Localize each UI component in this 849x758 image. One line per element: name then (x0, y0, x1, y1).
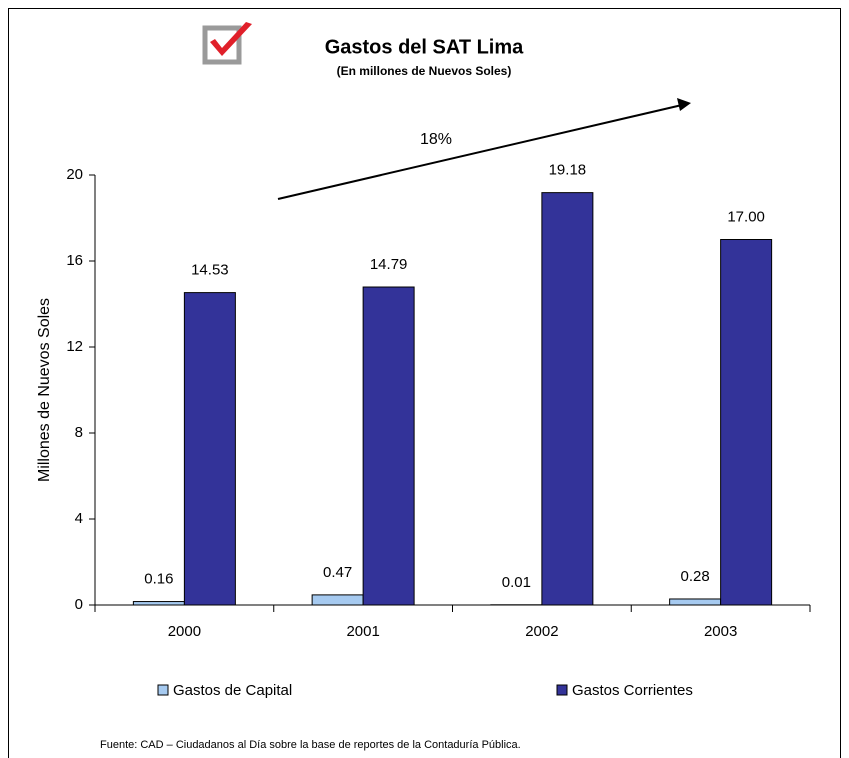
frame (8, 8, 841, 758)
value-label: 0.01 (502, 574, 531, 591)
y-axis-label: Millones de Nuevos Soles (36, 298, 53, 482)
y-tick-label: 8 (75, 424, 83, 441)
bar (183, 292, 236, 606)
value-label: 14.79 (370, 256, 408, 273)
annotation: 18% (420, 131, 452, 148)
bar (669, 598, 722, 606)
y-tick-label: 16 (66, 252, 83, 269)
x-tick-label: 2000 (168, 623, 201, 640)
chart-subtitle: (En millones de Nuevos Soles) (337, 64, 512, 78)
y-tick-label: 0 (75, 596, 83, 613)
chart-title: Gastos del SAT Lima (325, 36, 524, 58)
bar (132, 601, 185, 606)
source-note: Fuente: CAD – Ciudadanos al Día sobre la… (100, 739, 521, 751)
bar (720, 239, 773, 606)
value-label: 17.00 (727, 208, 765, 225)
value-label: 14.53 (191, 262, 229, 279)
y-tick-label: 12 (66, 338, 83, 355)
legend-label: Gastos Corrientes (572, 682, 693, 699)
check-icon (202, 22, 252, 65)
x-tick-label: 2001 (346, 623, 379, 640)
legend-label: Gastos de Capital (173, 682, 292, 699)
y-tick-label: 20 (66, 166, 83, 183)
x-tick-label: 2003 (704, 623, 737, 640)
trend-arrow (277, 98, 691, 200)
legend-swatch (556, 684, 568, 696)
value-label: 19.18 (549, 162, 587, 179)
legend-swatch (157, 684, 169, 696)
value-label: 0.16 (144, 571, 173, 588)
bar (362, 286, 415, 606)
y-tick-label: 4 (75, 510, 83, 527)
bar (311, 594, 364, 606)
value-label: 0.28 (681, 568, 710, 585)
x-tick-label: 2002 (525, 623, 558, 640)
bar (541, 192, 594, 606)
value-label: 0.47 (323, 564, 352, 581)
